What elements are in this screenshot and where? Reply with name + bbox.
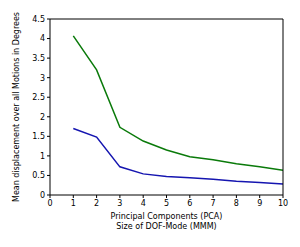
svg-text:0.5: 0.5	[32, 171, 45, 180]
svg-text:1: 1	[40, 152, 45, 161]
svg-text:2: 2	[40, 113, 45, 122]
svg-text:3.5: 3.5	[32, 54, 45, 63]
svg-text:3: 3	[40, 74, 45, 83]
svg-text:7: 7	[211, 199, 216, 208]
svg-text:5: 5	[164, 199, 169, 208]
svg-text:8: 8	[234, 199, 239, 208]
svg-text:1: 1	[71, 199, 76, 208]
svg-text:10: 10	[278, 199, 288, 208]
svg-text:Mean displacement over all Mot: Mean displacement over all Motions in De…	[12, 12, 21, 202]
svg-text:4: 4	[40, 34, 45, 43]
svg-text:2.5: 2.5	[32, 93, 45, 102]
svg-text:2: 2	[94, 199, 99, 208]
svg-text:0: 0	[40, 191, 45, 200]
svg-text:9: 9	[257, 199, 262, 208]
svg-text:0: 0	[47, 199, 52, 208]
svg-text:Principal Components (PCA)Size: Principal Components (PCA)Size of DOF-Mo…	[111, 212, 223, 231]
svg-text:3: 3	[117, 199, 122, 208]
svg-text:1.5: 1.5	[32, 132, 45, 141]
svg-text:6: 6	[187, 199, 192, 208]
svg-text:4.5: 4.5	[32, 15, 45, 24]
svg-text:4: 4	[141, 199, 146, 208]
